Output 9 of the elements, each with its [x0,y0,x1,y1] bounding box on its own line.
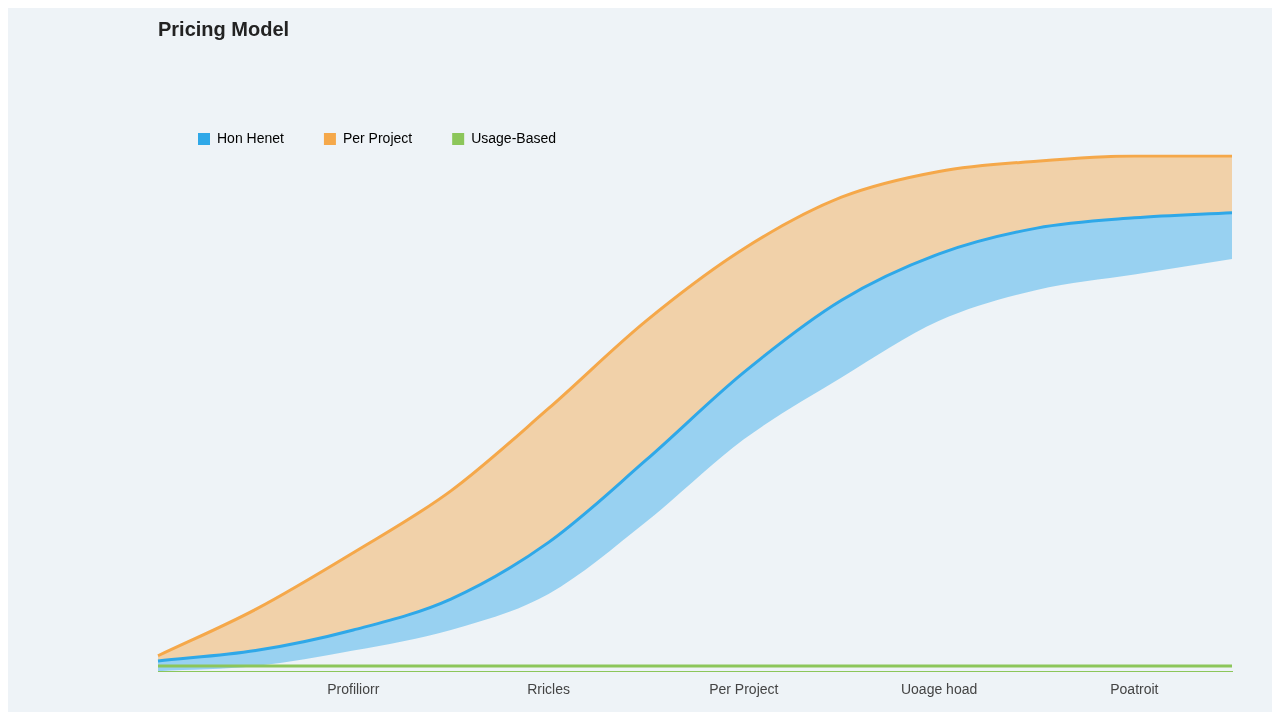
chart-title: Pricing Model [158,17,290,40]
legend-label: Hon Henet [217,129,285,146]
x-tick-label: Poatroit [1110,681,1159,698]
legend-label: Per Project [342,129,413,146]
x-tick-label: Profiliorr [327,681,380,698]
x-tick-label: Rricles [527,681,570,698]
x-tick-label: Per Project [709,681,779,698]
x-tick-label: Uoage hoad [900,681,978,698]
legend-label: Usage-Based [471,129,557,146]
